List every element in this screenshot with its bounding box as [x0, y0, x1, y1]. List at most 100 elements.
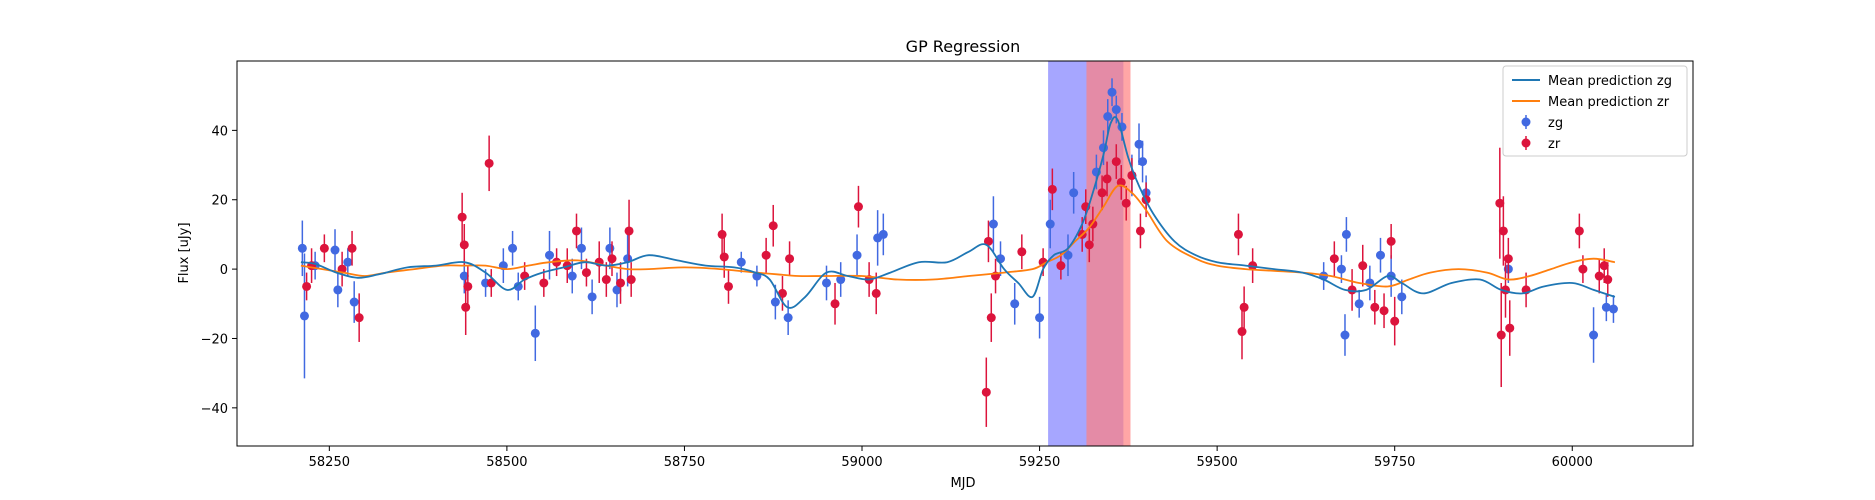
data-point-zr: [1056, 261, 1066, 271]
data-point-zg: [333, 285, 343, 295]
data-point-zg: [297, 243, 307, 253]
data-point-zg: [1045, 219, 1055, 229]
line-mean-prediction-zr: [300, 184, 1616, 288]
data-point-zr: [1390, 316, 1400, 326]
data-point-zg: [530, 328, 540, 338]
plot-content: [297, 61, 1618, 446]
data-point-zr: [717, 229, 727, 239]
data-point-zg: [508, 243, 518, 253]
data-point-zr: [319, 243, 329, 253]
data-point-zg: [988, 219, 998, 229]
data-point-zr: [1237, 327, 1247, 337]
data-point-zg: [770, 297, 780, 307]
legend-label: zr: [1548, 137, 1561, 152]
legend: Mean prediction zg Mean prediction zr zg zr: [1502, 65, 1688, 157]
data-point-zr: [986, 313, 996, 323]
data-point-zr: [1386, 236, 1396, 246]
x-tick-label: 60000: [1552, 455, 1593, 470]
data-point-zr: [601, 275, 611, 285]
data-point-zg: [576, 243, 586, 253]
data-point-zr: [1121, 198, 1131, 208]
data-point-zr: [1097, 188, 1107, 198]
plot-area: 58250 58500 58750 59000 59250 59500 59750 60000…: [201, 60, 1694, 470]
y-tick-label: −40: [201, 402, 228, 417]
data-point-zr: [607, 254, 617, 264]
data-point-zr: [981, 387, 991, 397]
data-point-zg: [1069, 188, 1079, 198]
data-point-zg: [1341, 229, 1351, 239]
data-point-zg: [1589, 330, 1599, 340]
data-point-zr: [853, 202, 863, 212]
legend-label: Mean prediction zr: [1548, 95, 1670, 110]
data-point-zg: [545, 250, 555, 260]
x-axis-label: MJD: [950, 476, 975, 491]
data-point-zr: [768, 221, 778, 231]
chart-title: GP Regression: [906, 37, 1021, 56]
legend-swatch-point: [1521, 117, 1531, 127]
data-point-zg: [1375, 250, 1385, 260]
legend-swatch-point: [1521, 138, 1531, 148]
data-point-zg: [1336, 264, 1346, 274]
data-point-zg: [612, 285, 622, 295]
data-point-zg: [567, 271, 577, 281]
data-point-zr: [539, 278, 549, 288]
data-point-zr: [457, 212, 467, 222]
data-point-zg: [330, 245, 340, 255]
data-point-zr: [830, 299, 840, 309]
data-point-zg: [513, 281, 523, 291]
x-tick-label: 59000: [841, 455, 882, 470]
data-point-zg: [605, 243, 615, 253]
data-point-zg: [1340, 330, 1350, 340]
data-point-zr: [571, 226, 581, 236]
legend-label: Mean prediction zg: [1548, 74, 1672, 89]
data-point-zr: [1599, 261, 1609, 271]
data-point-zg: [1111, 105, 1121, 115]
data-point-zr: [1047, 184, 1057, 194]
data-point-zr: [1505, 323, 1515, 333]
data-point-zr: [461, 302, 471, 312]
y-axis-label: Flux [uJy]: [177, 222, 192, 283]
data-point-zr: [723, 281, 733, 291]
data-point-zr: [1379, 306, 1389, 316]
y-tick-label: −20: [201, 332, 228, 347]
data-point-zr: [616, 278, 626, 288]
data-point-zr: [983, 236, 993, 246]
x-tick-label: 58500: [486, 455, 527, 470]
data-point-zg: [459, 271, 469, 281]
data-point-zr: [1239, 302, 1249, 312]
data-point-zg: [1354, 299, 1364, 309]
data-point-zr: [1358, 261, 1368, 271]
data-point-zr: [1111, 157, 1121, 167]
data-point-zr: [624, 226, 634, 236]
data-point-zg: [349, 297, 359, 307]
data-point-zg: [1134, 139, 1144, 149]
data-point-zg: [1601, 302, 1611, 312]
data-point-zr: [1503, 254, 1513, 264]
data-point-zg: [878, 229, 888, 239]
legend-label: zg: [1548, 116, 1563, 131]
data-point-zr: [463, 281, 473, 291]
y-tick-label: 40: [211, 124, 228, 139]
x-tick-label: 58250: [309, 455, 350, 470]
data-point-zg: [587, 292, 597, 302]
x-tick-label: 59250: [1019, 455, 1060, 470]
data-point-zr: [777, 288, 787, 298]
data-point-zr: [719, 252, 729, 262]
data-point-zg: [1103, 111, 1113, 121]
data-point-zr: [761, 250, 771, 260]
data-point-zg: [343, 257, 353, 267]
data-point-zr: [302, 281, 312, 291]
data-point-zr: [1495, 198, 1505, 208]
data-point-zr: [1017, 247, 1027, 257]
data-point-zr: [785, 254, 795, 264]
data-point-zr: [354, 313, 364, 323]
data-point-zr: [459, 240, 469, 250]
data-point-zr: [1084, 240, 1094, 250]
x-tick-label: 59500: [1196, 455, 1237, 470]
legend-box: [1502, 65, 1688, 157]
axes-frame: [236, 60, 1694, 447]
x-tick-label: 58750: [664, 455, 705, 470]
data-point-zr: [484, 158, 494, 168]
data-point-zg: [1608, 304, 1618, 314]
